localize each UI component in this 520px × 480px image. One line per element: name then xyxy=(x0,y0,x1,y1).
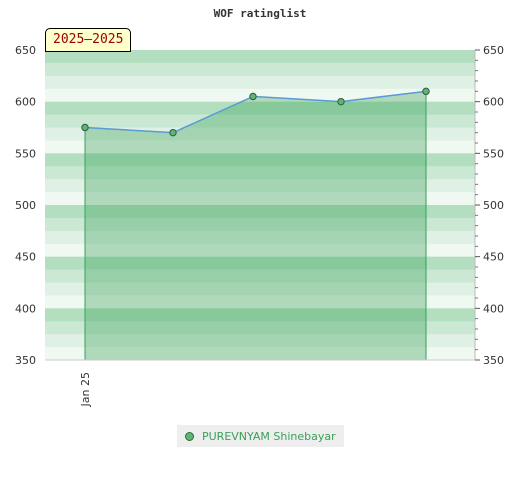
background-band xyxy=(45,321,475,335)
background-band xyxy=(45,114,475,128)
background-band xyxy=(45,217,475,232)
background-band xyxy=(45,153,475,167)
legend-marker-icon xyxy=(185,431,194,441)
background-band xyxy=(45,295,475,309)
background-band xyxy=(45,269,475,283)
background-band xyxy=(45,166,475,180)
y-tick-label-right: 400 xyxy=(483,302,504,315)
x-tick-label: Jan 25 xyxy=(79,372,92,407)
legend[interactable]: PUREVNYAM Shinebayar xyxy=(177,425,344,447)
background-band xyxy=(45,243,475,258)
series-area xyxy=(84,90,427,361)
y-tick-label-left: 650 xyxy=(15,44,36,57)
background-band xyxy=(45,205,475,219)
background-band xyxy=(45,334,475,348)
data-points xyxy=(81,87,430,137)
y-tick-label-left: 600 xyxy=(15,96,36,109)
y-tick-label-right: 450 xyxy=(483,251,504,264)
background-band xyxy=(45,192,475,206)
background-band xyxy=(45,62,475,77)
background-bands xyxy=(45,50,475,361)
background-band xyxy=(45,50,475,64)
y-tick-label-right: 350 xyxy=(483,354,504,367)
background-band xyxy=(45,347,475,361)
area-layer xyxy=(84,90,427,361)
background-band xyxy=(45,101,475,116)
background-band xyxy=(45,230,475,245)
data-point xyxy=(422,87,430,96)
data-point xyxy=(169,128,177,137)
y-tick-label-left: 400 xyxy=(15,302,36,315)
background-band xyxy=(45,282,475,296)
background-band xyxy=(45,75,475,90)
data-point xyxy=(249,92,257,101)
y-tick-label-left: 450 xyxy=(15,251,36,264)
legend-label: PUREVNYAM Shinebayar xyxy=(202,429,336,443)
y-tick-label-left: 550 xyxy=(15,147,36,160)
y-tick-label-right: 600 xyxy=(483,96,504,109)
y-tick-label-right: 500 xyxy=(483,199,504,212)
period-badge: 2025–2025 xyxy=(45,28,132,52)
y-tick-label-left: 500 xyxy=(15,199,36,212)
background-band xyxy=(45,140,475,154)
y-tick-label-left: 350 xyxy=(15,354,36,367)
background-band xyxy=(45,256,475,271)
chart-title: WOF ratinglist xyxy=(214,7,307,20)
axes: 350 350 400 400 450 450 500 500 550 550 600 600 650 6… xyxy=(15,44,504,407)
data-point xyxy=(81,123,89,132)
y-tick-label-right: 550 xyxy=(483,147,504,160)
y-tick-label-right: 650 xyxy=(483,44,504,57)
background-band xyxy=(45,308,475,322)
data-point xyxy=(337,97,345,106)
background-band xyxy=(45,179,475,193)
